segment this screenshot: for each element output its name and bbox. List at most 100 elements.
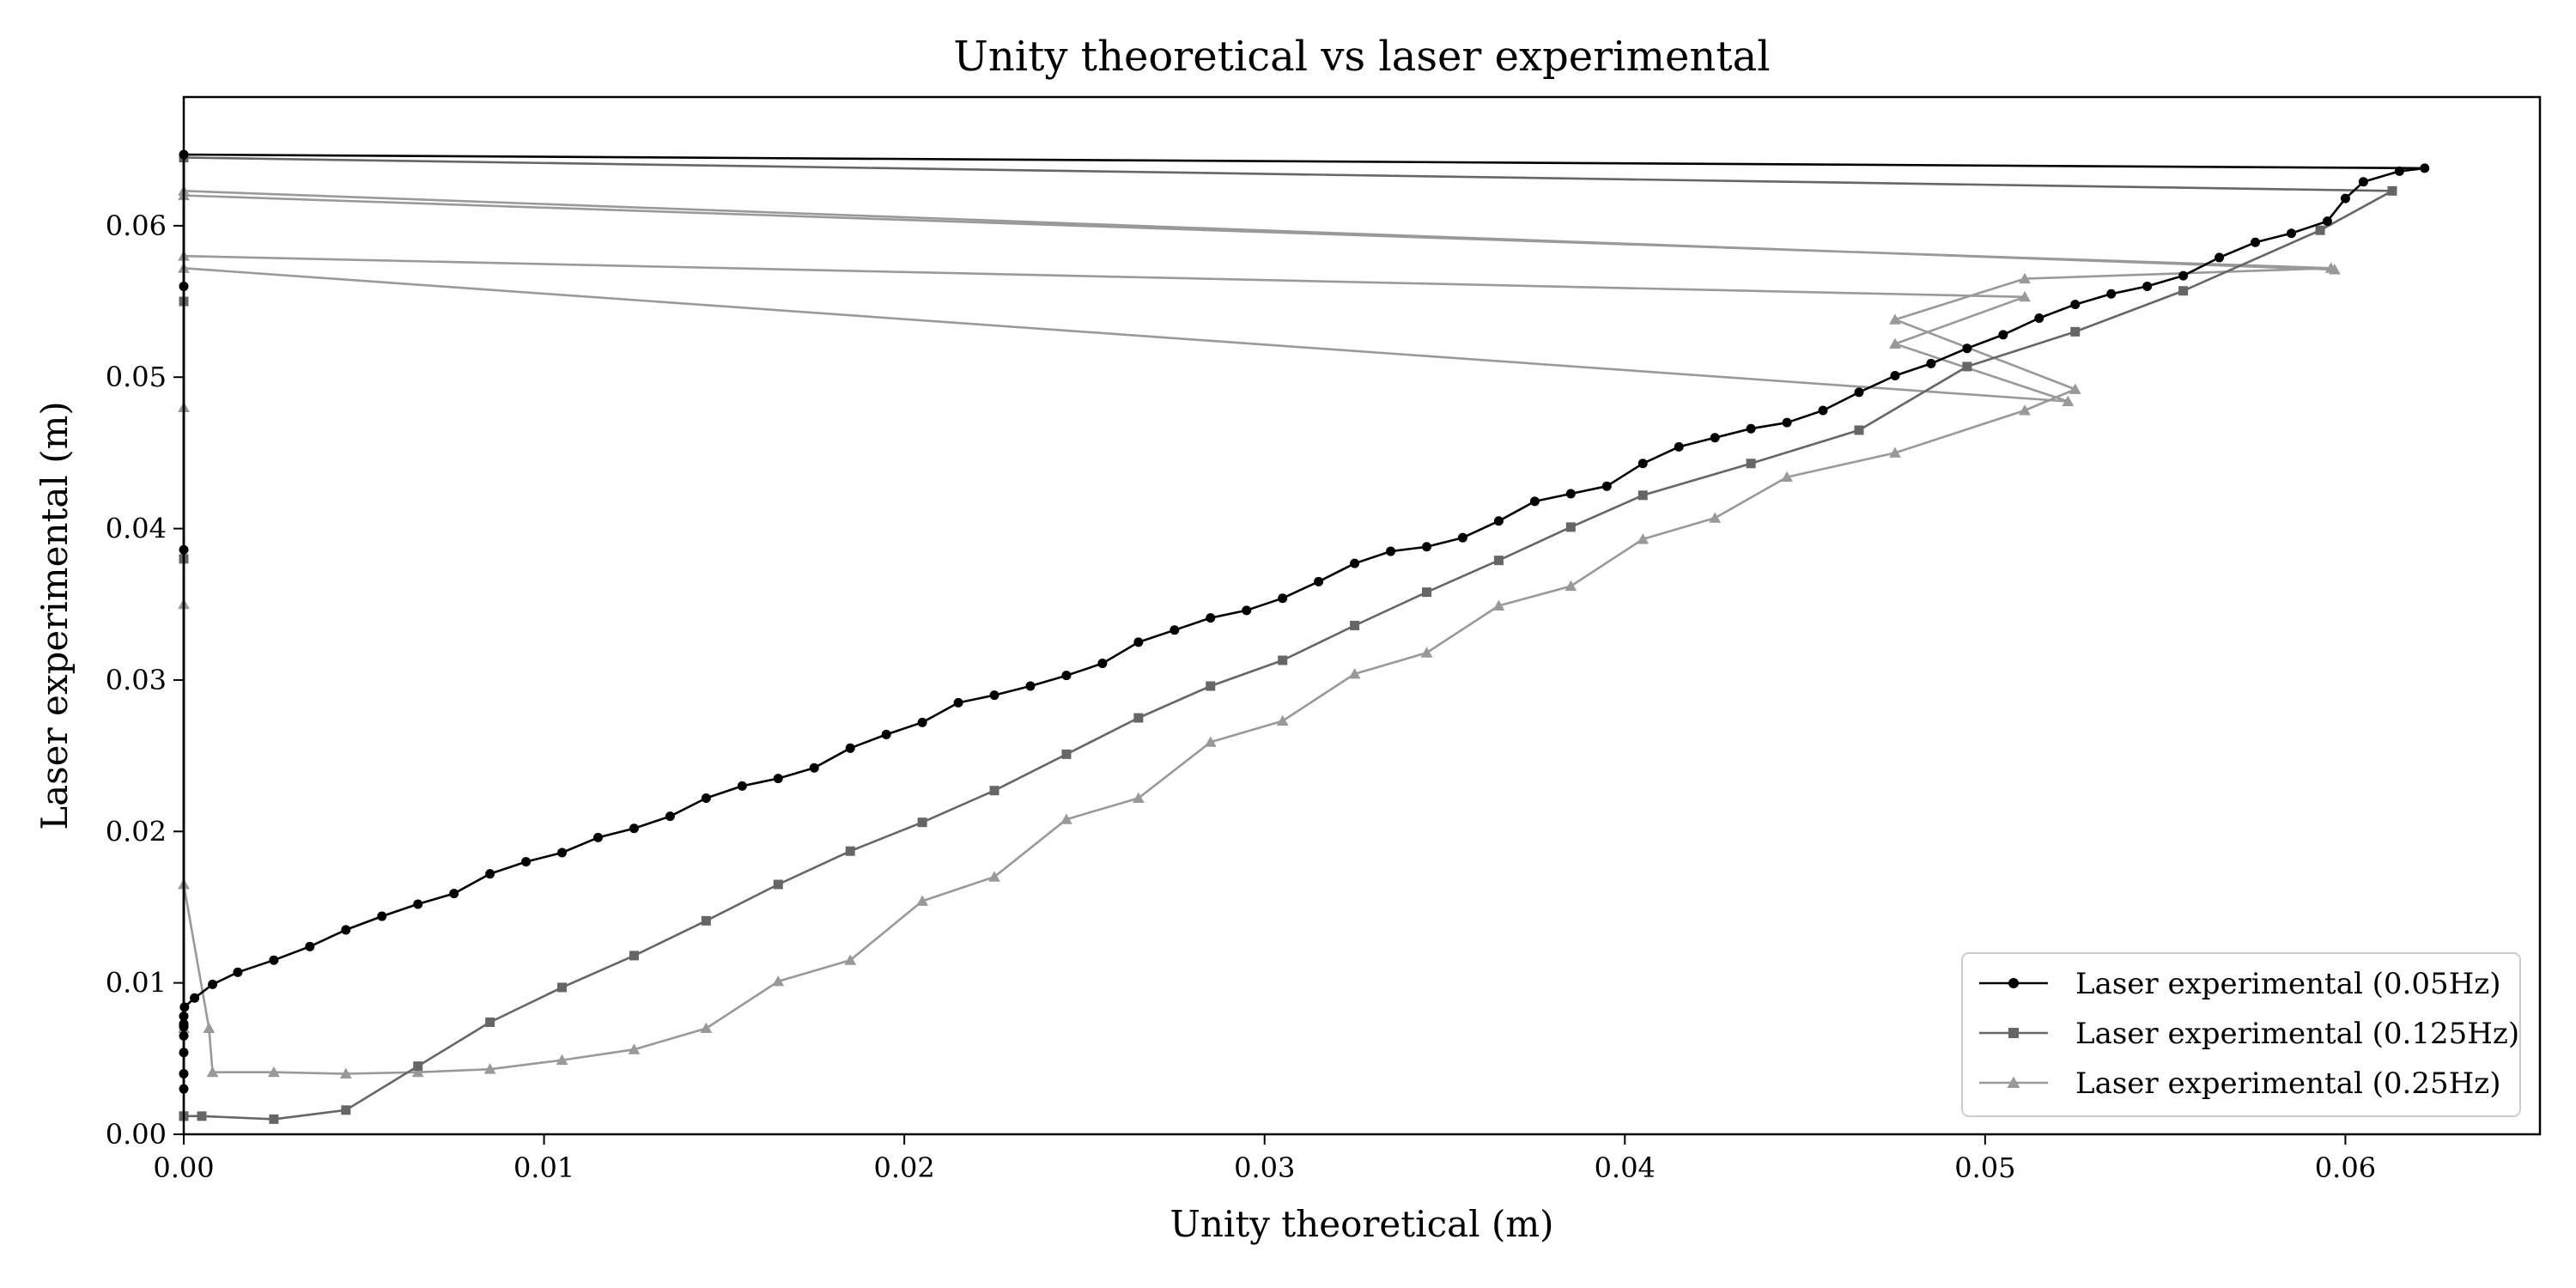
x-tick-label: 0.01 [513,1151,574,1184]
data-point [953,697,963,708]
data-point [1674,441,1684,452]
data-point [190,993,200,1003]
data-point [1278,593,1288,604]
y-tick-label: 0.03 [106,664,167,696]
data-point [629,823,639,834]
data-point [2215,252,2225,263]
data-point [557,982,568,993]
data-point [1242,605,1252,616]
data-point [917,717,927,727]
data-point [449,889,459,899]
data-point [2008,978,2019,988]
x-axis-label: Unity theoretical (m) [1170,1203,1553,1245]
legend-entry: Laser experimental (0.25Hz) [1979,1066,2500,1101]
data-point [2387,185,2397,196]
data-point [1314,576,1324,586]
x-tick-label: 0.06 [2315,1151,2376,1184]
data-point [1025,681,1036,691]
y-tick-label: 0.00 [106,1118,167,1151]
legend-box [1961,952,2521,1117]
data-point [1457,532,1467,543]
data-point [1348,668,1361,679]
data-point [1565,489,1576,499]
data-point [1637,490,1648,501]
data-point [1890,370,1900,380]
data-point [1962,361,1972,372]
data-point [845,743,855,753]
data-point [1278,655,1288,665]
data-point [628,1043,641,1054]
data-point [203,1022,216,1034]
data-point [593,832,604,842]
data-point [305,941,315,951]
data-point [2315,225,2325,235]
data-point [411,1066,424,1078]
data-point [1926,358,1936,368]
data-point [2328,264,2341,275]
data-point [413,1061,423,1072]
data-point [2034,313,2044,323]
data-point [772,975,785,987]
x-tick-label: 0.05 [1954,1151,2015,1184]
data-point [2019,404,2031,416]
data-point [1493,516,1504,526]
data-point [916,895,928,906]
data-point [2394,166,2404,176]
data-point [989,786,999,796]
data-point [1746,423,1756,434]
series-1 [179,149,2430,1094]
legend-entry: Laser experimental (0.125Hz) [1979,1017,2519,1051]
data-point [1782,417,1792,428]
data-point [2106,289,2117,299]
data-point [413,899,423,909]
data-point [700,1022,713,1034]
axes-frame [182,95,2542,1136]
data-point [268,1066,280,1078]
data-point [1746,459,1756,469]
data-point [2286,228,2296,239]
data-point [2178,286,2189,296]
data-point [485,869,495,879]
legend-label: Laser experimental (0.05Hz) [2075,967,2500,1001]
data-point [339,1067,352,1078]
data-point [1060,813,1072,824]
data-point [1493,556,1504,566]
data-point [2340,193,2350,204]
data-point [269,955,279,965]
data-point [1854,425,1864,435]
data-point [1889,337,1901,349]
series-2 [179,153,2397,1124]
data-point [1710,433,1720,443]
data-point [557,848,568,858]
data-point [208,979,218,989]
data-point [809,762,819,773]
data-point [1962,343,1972,354]
data-point [1564,580,1577,592]
y-axis-label: Laser experimental (m) [33,401,76,830]
data-point [2008,1028,2019,1038]
data-point [2062,395,2075,406]
plot-area [178,95,2542,1136]
data-point [1097,659,1108,669]
data-point [483,1063,496,1074]
data-point [1637,533,1649,544]
y-axis-ticks: 0.00 0.01 0.02 0.03 0.04 0.05 0.06 [106,210,184,1151]
data-point [1601,481,1612,491]
data-point [521,857,532,867]
data-point [2322,216,2332,227]
data-point [701,915,711,926]
data-point [233,967,243,977]
data-point [2007,1076,2020,1088]
data-point [1276,714,1289,726]
data-point [1132,792,1145,804]
data-point [1998,330,2008,340]
data-point [1206,681,1216,691]
data-point [341,1105,351,1115]
data-point [1350,558,1360,568]
data-point [1133,637,1144,647]
legend-label: Laser experimental (0.25Hz) [2075,1066,2500,1101]
data-point [2178,270,2189,281]
data-point [1781,471,1793,483]
y-tick-label: 0.05 [106,361,167,393]
